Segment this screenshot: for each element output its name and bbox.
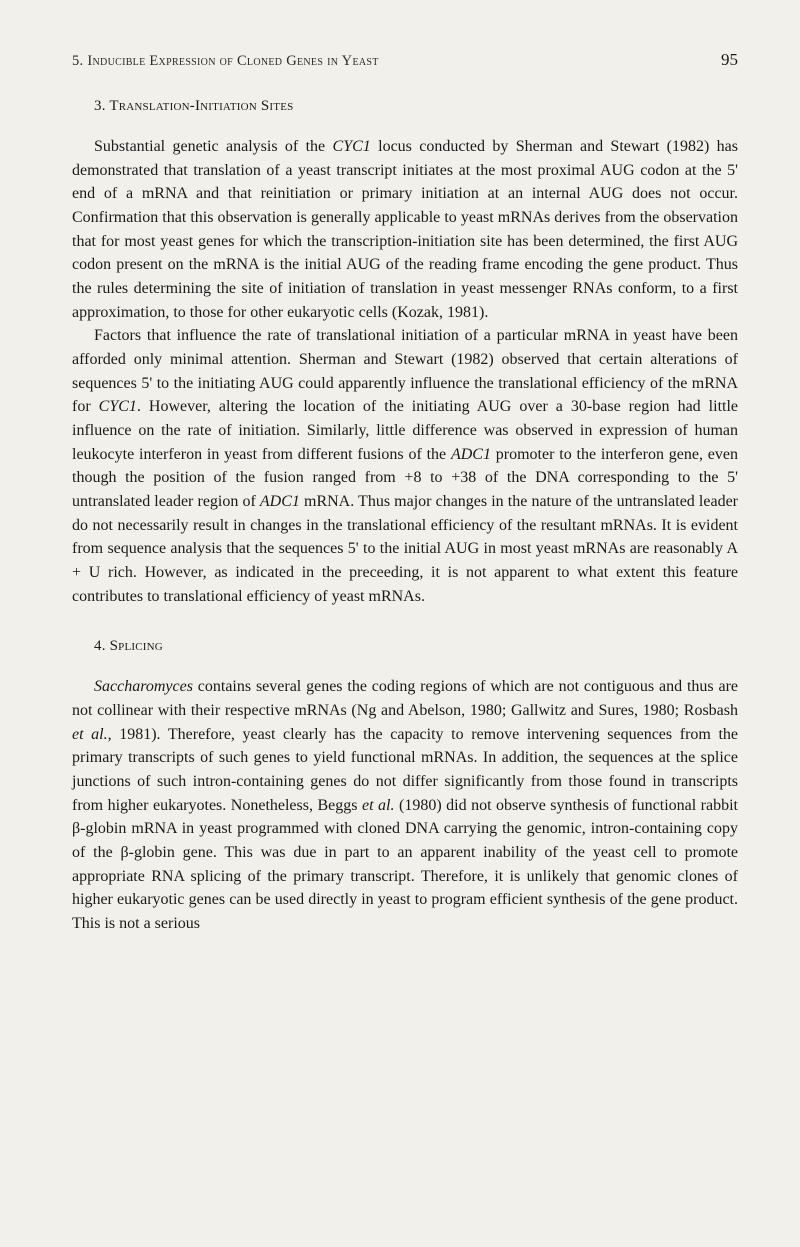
page-number: 95 [721, 50, 738, 70]
paragraph: Substantial genetic analysis of the CYC1… [72, 135, 738, 324]
section-title-1: 3. Translation-Initiation Sites [72, 98, 738, 115]
section-title-2: 4. Splicing [72, 638, 738, 655]
section-2: 4. Splicing Saccharomyces contains sever… [72, 638, 738, 935]
section-1: 3. Translation-Initiation Sites Substant… [72, 98, 738, 608]
paragraph: Saccharomyces contains several genes the… [72, 675, 738, 935]
page-header: 5. Inducible Expression of Cloned Genes … [72, 50, 738, 70]
running-title: 5. Inducible Expression of Cloned Genes … [72, 53, 379, 70]
paragraph: Factors that influence the rate of trans… [72, 324, 738, 608]
